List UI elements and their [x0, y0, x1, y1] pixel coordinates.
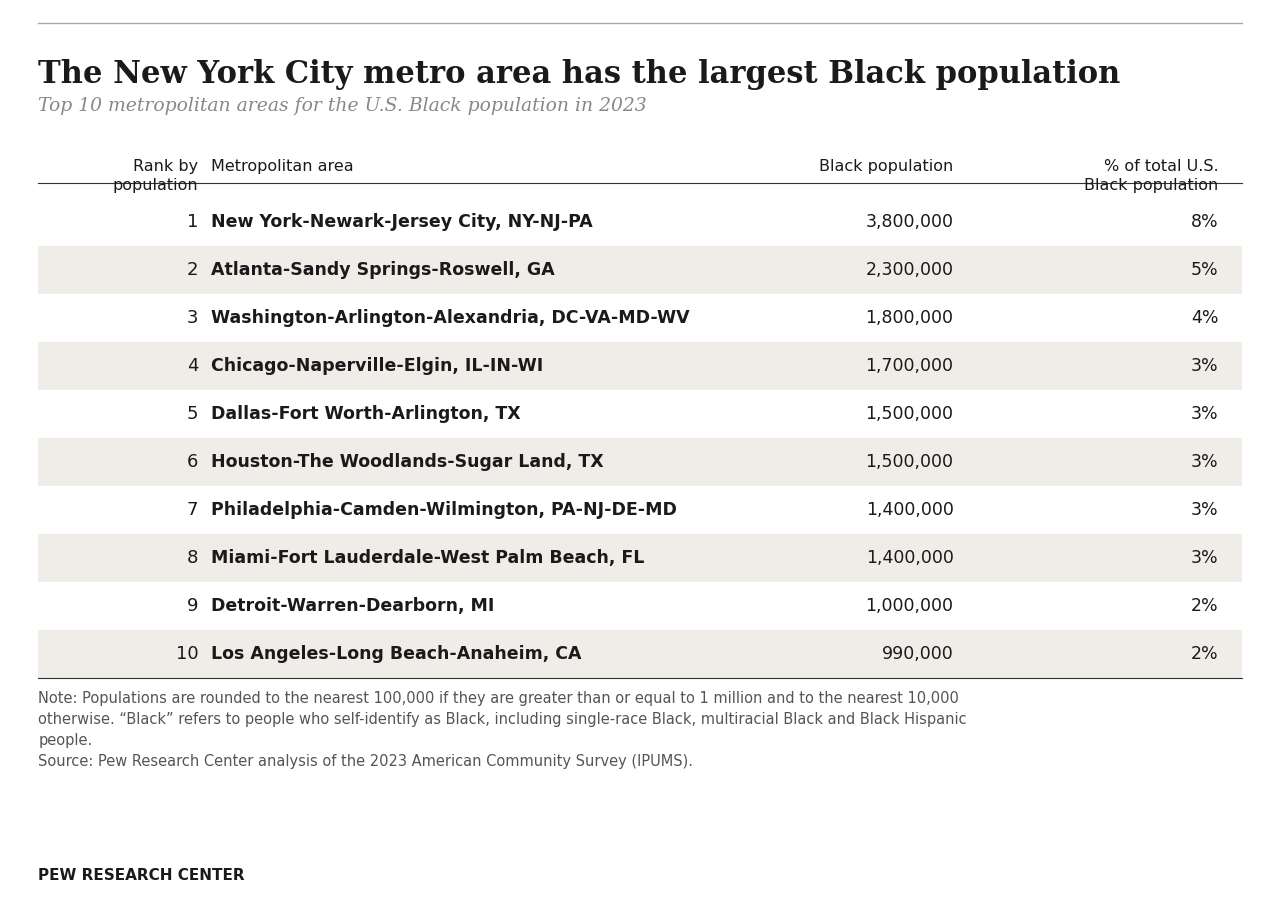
Text: 3: 3: [187, 309, 198, 326]
Text: 1,400,000: 1,400,000: [865, 549, 954, 566]
Text: Metropolitan area: Metropolitan area: [211, 159, 353, 174]
Text: 6: 6: [187, 453, 198, 470]
Text: 2%: 2%: [1190, 597, 1219, 614]
Text: 1,500,000: 1,500,000: [865, 453, 954, 470]
Text: 2,300,000: 2,300,000: [865, 261, 954, 278]
Text: % of total U.S.
Black population: % of total U.S. Black population: [1084, 159, 1219, 193]
Text: Chicago-Naperville-Elgin, IL-IN-WI: Chicago-Naperville-Elgin, IL-IN-WI: [211, 357, 544, 374]
Text: 9: 9: [187, 597, 198, 614]
Text: Los Angeles-Long Beach-Anaheim, CA: Los Angeles-Long Beach-Anaheim, CA: [211, 645, 581, 662]
Text: 1,700,000: 1,700,000: [865, 357, 954, 374]
Text: 3%: 3%: [1190, 453, 1219, 470]
Text: 3,800,000: 3,800,000: [865, 213, 954, 230]
Text: Atlanta-Sandy Springs-Roswell, GA: Atlanta-Sandy Springs-Roswell, GA: [211, 261, 556, 278]
Text: Black population: Black population: [819, 159, 954, 174]
Text: 5%: 5%: [1190, 261, 1219, 278]
Text: Dallas-Fort Worth-Arlington, TX: Dallas-Fort Worth-Arlington, TX: [211, 405, 521, 422]
Text: 2: 2: [187, 261, 198, 278]
Text: Houston-The Woodlands-Sugar Land, TX: Houston-The Woodlands-Sugar Land, TX: [211, 453, 604, 470]
Text: 8: 8: [187, 549, 198, 566]
Text: 1,500,000: 1,500,000: [865, 405, 954, 422]
Text: Top 10 metropolitan areas for the U.S. Black population in 2023: Top 10 metropolitan areas for the U.S. B…: [38, 97, 646, 115]
Text: 1,800,000: 1,800,000: [865, 309, 954, 326]
Text: 3%: 3%: [1190, 549, 1219, 566]
Text: 1: 1: [187, 213, 198, 230]
Text: 7: 7: [187, 501, 198, 518]
Text: Philadelphia-Camden-Wilmington, PA-NJ-DE-MD: Philadelphia-Camden-Wilmington, PA-NJ-DE…: [211, 501, 677, 518]
Text: 4: 4: [187, 357, 198, 374]
Text: Rank by
population: Rank by population: [113, 159, 198, 193]
Text: Detroit-Warren-Dearborn, MI: Detroit-Warren-Dearborn, MI: [211, 597, 494, 614]
Text: 3%: 3%: [1190, 357, 1219, 374]
Text: 990,000: 990,000: [882, 645, 954, 662]
Text: 1,400,000: 1,400,000: [865, 501, 954, 518]
Text: Miami-Fort Lauderdale-West Palm Beach, FL: Miami-Fort Lauderdale-West Palm Beach, F…: [211, 549, 645, 566]
Text: 3%: 3%: [1190, 501, 1219, 518]
Text: New York-Newark-Jersey City, NY-NJ-PA: New York-Newark-Jersey City, NY-NJ-PA: [211, 213, 593, 230]
Text: PEW RESEARCH CENTER: PEW RESEARCH CENTER: [38, 868, 244, 883]
Text: 2%: 2%: [1190, 645, 1219, 662]
Text: Note: Populations are rounded to the nearest 100,000 if they are greater than or: Note: Populations are rounded to the nea…: [38, 691, 966, 769]
Text: 3%: 3%: [1190, 405, 1219, 422]
Text: 1,000,000: 1,000,000: [865, 597, 954, 614]
Text: 10: 10: [175, 645, 198, 662]
Text: 5: 5: [187, 405, 198, 422]
Text: 8%: 8%: [1190, 213, 1219, 230]
Text: The New York City metro area has the largest Black population: The New York City metro area has the lar…: [38, 59, 1121, 90]
Text: 4%: 4%: [1192, 309, 1219, 326]
Text: Washington-Arlington-Alexandria, DC-VA-MD-WV: Washington-Arlington-Alexandria, DC-VA-M…: [211, 309, 690, 326]
